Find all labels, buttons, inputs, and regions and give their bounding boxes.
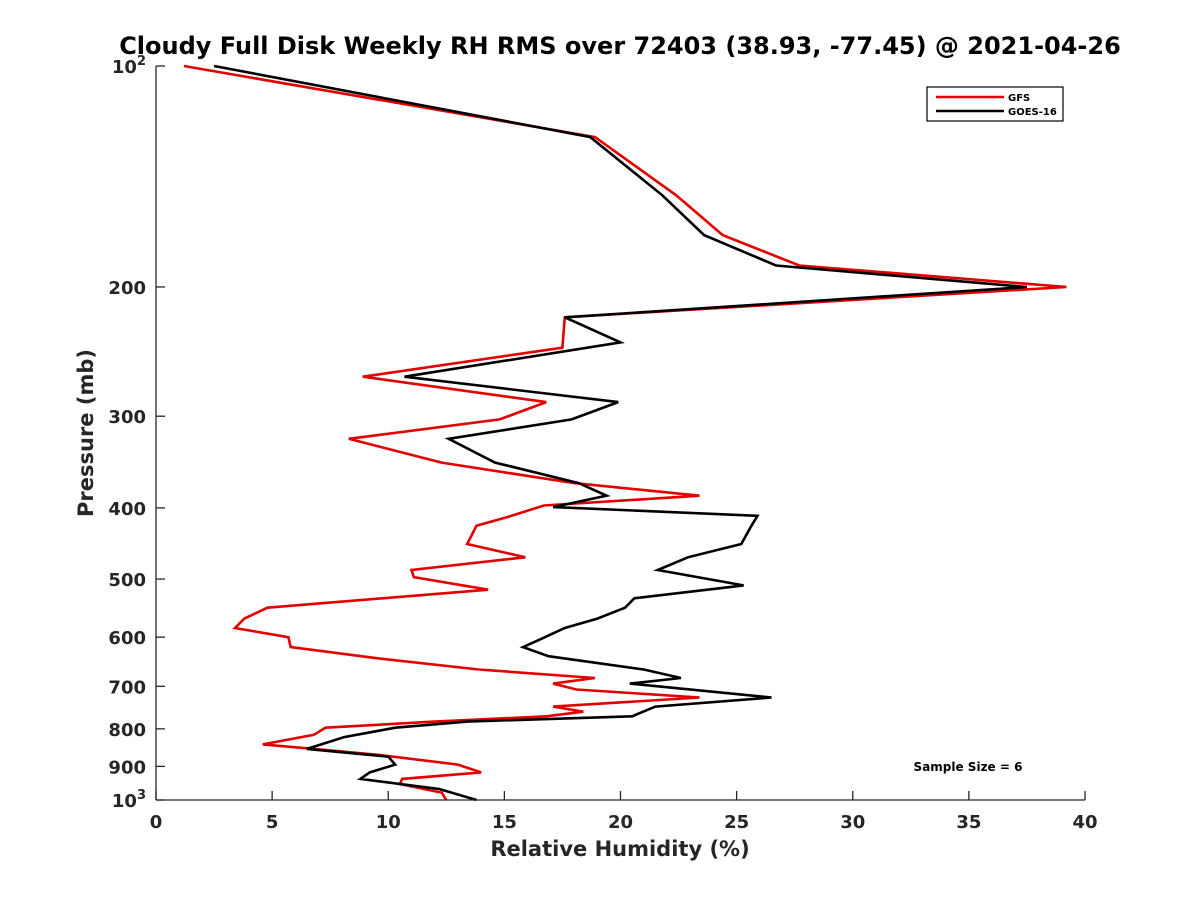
axes: 0 5 10 15 20 25 30 35 40 102 200 300 400 500 600 700 800… <box>108 54 1097 833</box>
x-tick-label: 10 <box>376 812 401 833</box>
x-axis-label: Relative Humidity (%) <box>490 837 749 861</box>
y-tick-label: 102 <box>112 54 146 78</box>
x-tick-label: 20 <box>608 812 633 833</box>
y-tick-label: 600 <box>108 628 146 649</box>
x-tick-label: 35 <box>956 812 981 833</box>
legend-label-goes16: GOES-16 <box>1008 107 1057 118</box>
y-tick-label: 300 <box>108 407 146 428</box>
series-line-gfs <box>183 64 1067 801</box>
legend: GFS GOES-16 <box>926 86 1064 122</box>
y-axis-label: Pressure (mb) <box>74 349 98 517</box>
chart-title: Cloudy Full Disk Weekly RH RMS over 7240… <box>119 32 1121 60</box>
x-tick-label: 30 <box>840 812 865 833</box>
sample-size-annotation: Sample Size = 6 <box>914 760 1023 774</box>
x-tick-label: 5 <box>266 812 279 833</box>
y-tick-label: 500 <box>108 570 146 591</box>
plot-lines <box>183 64 1067 802</box>
x-tick-label: 40 <box>1072 812 1097 833</box>
legend-label-gfs: GFS <box>1008 93 1030 104</box>
legend-box <box>926 86 1064 122</box>
y-tick-label: 103 <box>112 788 146 812</box>
x-tick-label: 25 <box>724 812 749 833</box>
y-tick-label: 900 <box>108 757 146 778</box>
x-tick-label: 15 <box>492 812 517 833</box>
x-tick-label: 0 <box>150 812 163 833</box>
y-tick-label: 700 <box>108 677 146 698</box>
series-line-goes16 <box>213 64 1028 802</box>
y-tick-label: 800 <box>108 720 146 741</box>
y-tick-label: 400 <box>108 499 146 520</box>
y-tick-label: 200 <box>108 278 146 299</box>
